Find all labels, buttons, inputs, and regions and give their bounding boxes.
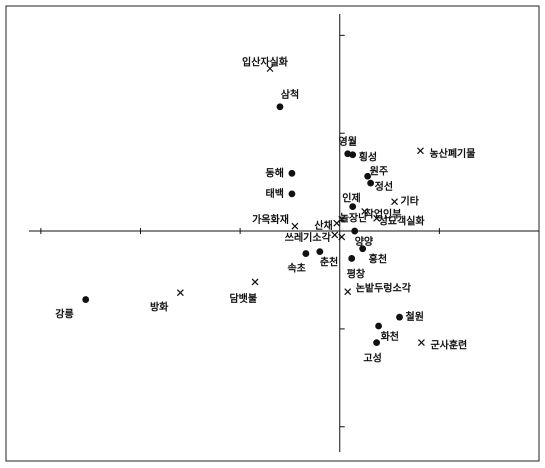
point-label: 입산자실화 xyxy=(242,56,289,69)
point-label: 방화 xyxy=(150,301,169,314)
point-cross xyxy=(338,215,346,223)
point-cross xyxy=(361,208,369,215)
point-cross xyxy=(176,289,184,297)
point-circle xyxy=(288,190,296,198)
point-cross xyxy=(418,339,425,347)
point-label: 평창 xyxy=(347,267,366,280)
point-label: 인제 xyxy=(342,192,360,205)
point-label: 양양 xyxy=(355,236,374,248)
point-label: 쓰레기소각 xyxy=(285,231,332,244)
point-label: 정선 xyxy=(375,180,393,193)
point-label: 놀장난 xyxy=(340,211,368,224)
plot-frame xyxy=(5,5,540,462)
point-label: 동해 xyxy=(266,166,284,179)
point-cross xyxy=(331,231,339,239)
point-circle xyxy=(359,245,367,253)
point-label: 담뱃불 xyxy=(229,292,257,305)
point-label: 철원 xyxy=(406,310,424,323)
point-cross xyxy=(338,233,346,241)
point-circle xyxy=(302,250,310,257)
point-circle xyxy=(349,151,357,159)
point-label: 원주 xyxy=(370,164,388,177)
point-circle xyxy=(351,227,359,235)
point-cross xyxy=(251,278,259,286)
point-circle xyxy=(396,313,403,321)
point-cross xyxy=(373,214,381,222)
point-cross xyxy=(266,65,274,73)
point-label: 작업인부 xyxy=(365,207,402,220)
point-label: 영월 xyxy=(339,135,357,148)
point-label: 성묘객실화 xyxy=(379,214,426,227)
point-cross xyxy=(344,288,352,296)
point-label: 화천 xyxy=(381,330,399,343)
point-label: 강릉 xyxy=(55,308,73,321)
point-circle xyxy=(367,179,375,187)
point-label: 고성 xyxy=(363,352,381,365)
point-circle xyxy=(373,339,381,347)
point-label: 군사훈련 xyxy=(430,339,467,352)
point-cross xyxy=(417,147,424,155)
data-points xyxy=(82,65,425,347)
point-circle xyxy=(276,103,284,111)
point-label: 기타 xyxy=(401,195,420,208)
point-label: 춘천 xyxy=(320,256,338,269)
point-label: 농산폐기물 xyxy=(429,147,475,160)
point-circle xyxy=(348,255,356,262)
point-label: 산채 xyxy=(314,219,332,232)
point-label: 횡성 xyxy=(359,151,377,164)
point-cross xyxy=(391,198,398,206)
point-circle xyxy=(364,172,372,180)
point-cross xyxy=(333,219,341,227)
point-label: 논밭두렁소각 xyxy=(356,282,412,295)
point-cross xyxy=(291,222,299,230)
point-label: 가옥화재 xyxy=(252,213,289,226)
point-label: 삼척 xyxy=(281,88,299,101)
point-label: 태백 xyxy=(266,187,284,200)
point-label: 속초 xyxy=(287,262,305,275)
point-circle xyxy=(375,322,383,330)
point-circle xyxy=(316,248,324,256)
point-circle xyxy=(288,169,296,177)
point-label: 홍천 xyxy=(369,253,387,266)
point-circle xyxy=(82,296,90,303)
point-circle xyxy=(349,203,357,210)
axes xyxy=(29,14,539,452)
